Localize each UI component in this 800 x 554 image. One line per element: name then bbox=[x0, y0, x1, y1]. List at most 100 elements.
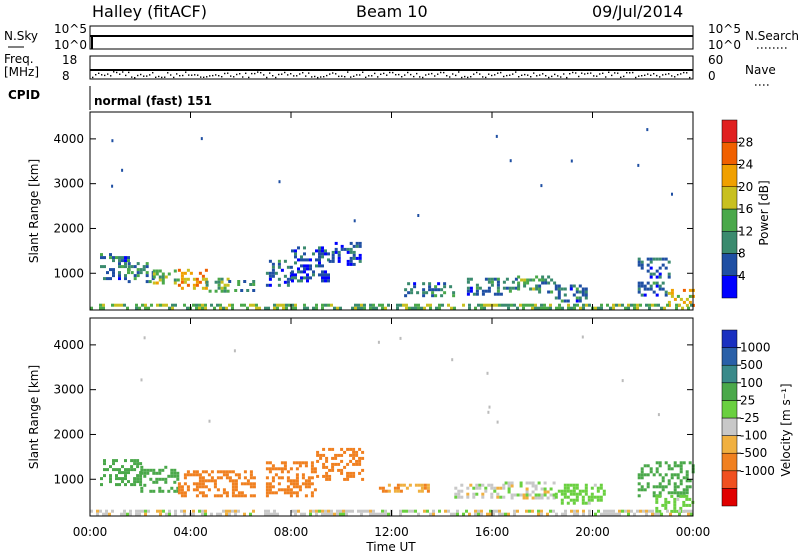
velocity-cell bbox=[685, 497, 689, 501]
velocity-cell bbox=[651, 509, 654, 513]
power-cell bbox=[291, 276, 294, 280]
velocity-cell bbox=[502, 486, 506, 490]
cpid-panel: CPID normal (fast) 151 bbox=[8, 86, 212, 110]
power-cell bbox=[109, 253, 112, 257]
power-cell bbox=[337, 256, 341, 260]
velocity-cell bbox=[560, 492, 564, 496]
velocity-cell bbox=[584, 483, 588, 487]
velocity-cell bbox=[161, 489, 165, 493]
power-cell bbox=[405, 306, 408, 310]
power-cell bbox=[637, 260, 641, 264]
velocity-cell bbox=[310, 461, 314, 465]
velocity-cell bbox=[578, 489, 582, 493]
nave-dot bbox=[602, 72, 604, 74]
velocity-cell bbox=[560, 489, 564, 493]
velocity-cell bbox=[667, 500, 671, 504]
velocity-cell bbox=[161, 468, 165, 472]
velocity-cell bbox=[606, 512, 609, 516]
velocity-cell bbox=[417, 489, 421, 493]
velocity-cell bbox=[664, 503, 668, 507]
power-cell bbox=[306, 264, 309, 268]
power-cell bbox=[541, 275, 545, 279]
power-cell bbox=[513, 303, 516, 307]
velocity-cell bbox=[366, 509, 369, 513]
nave-dot bbox=[329, 73, 331, 75]
velocity-cell bbox=[588, 509, 591, 513]
power-cell bbox=[268, 277, 272, 281]
power-cell bbox=[422, 294, 426, 298]
power-cell bbox=[450, 306, 453, 310]
nave-dot bbox=[530, 76, 532, 78]
power-cell bbox=[306, 306, 309, 310]
velocity-cell bbox=[640, 470, 644, 474]
velocity-cell bbox=[177, 488, 181, 492]
velocity-cell bbox=[103, 474, 106, 478]
nave-dot bbox=[536, 75, 538, 77]
velocity-cell bbox=[337, 462, 341, 466]
velocity-cell bbox=[645, 512, 648, 516]
power-cell bbox=[271, 271, 275, 275]
velocity-cell bbox=[304, 479, 308, 483]
velocity-cell bbox=[325, 477, 329, 481]
velocity-cell bbox=[492, 509, 495, 513]
power-cell bbox=[124, 277, 127, 281]
power-cell bbox=[509, 159, 512, 163]
velocity-cell bbox=[378, 512, 381, 516]
power-colorbar-tick-label: 4 bbox=[738, 269, 746, 283]
velocity-cell bbox=[152, 480, 156, 484]
velocity-cell bbox=[489, 509, 492, 513]
power-cell bbox=[283, 274, 287, 278]
velocity-cell bbox=[507, 481, 511, 485]
velocity-cell bbox=[487, 483, 491, 487]
nave-dots bbox=[92, 71, 691, 79]
velocity-cell bbox=[177, 482, 181, 486]
power-cell bbox=[492, 303, 495, 307]
velocity-cell bbox=[109, 480, 112, 484]
velocity-cell bbox=[183, 491, 187, 495]
power-cell bbox=[192, 277, 196, 281]
velocity-cell bbox=[552, 493, 556, 497]
velocity-cell bbox=[685, 494, 689, 498]
nave-dot bbox=[437, 73, 439, 75]
power-cell bbox=[429, 306, 432, 310]
velocity-cell bbox=[170, 471, 174, 475]
velocity-cell bbox=[682, 500, 686, 504]
velocity-cell bbox=[590, 498, 594, 502]
velocity-cell bbox=[207, 473, 211, 477]
power-cell bbox=[440, 294, 444, 298]
y-tick-label: 1000 bbox=[53, 472, 84, 486]
velocity-cell bbox=[135, 509, 138, 513]
velocity-cell bbox=[210, 479, 214, 483]
velocity-cell bbox=[655, 485, 659, 489]
velocity-cell bbox=[195, 494, 199, 498]
power-cell bbox=[547, 275, 551, 279]
power-cell bbox=[201, 306, 204, 310]
velocity-cell bbox=[231, 488, 235, 492]
power-cell bbox=[103, 277, 106, 281]
velocity-cell bbox=[331, 462, 335, 466]
velocity-cell bbox=[673, 461, 677, 465]
power-cell bbox=[666, 303, 669, 307]
velocity-cell bbox=[264, 509, 267, 513]
velocity-cell bbox=[276, 512, 279, 516]
nave-dot bbox=[308, 72, 310, 74]
nave-dot bbox=[341, 75, 343, 77]
velocity-cell bbox=[143, 468, 147, 472]
power-cell bbox=[176, 278, 180, 282]
power-cell bbox=[529, 278, 533, 282]
velocity-cell bbox=[180, 509, 183, 513]
velocity-cell bbox=[136, 459, 140, 463]
nave-dot bbox=[650, 74, 652, 76]
nave-dot bbox=[512, 73, 514, 75]
velocity-cell bbox=[228, 470, 232, 474]
nave-dot bbox=[626, 72, 628, 74]
velocity-cell bbox=[472, 492, 476, 496]
power-cell bbox=[358, 244, 362, 248]
nave-dot bbox=[647, 73, 649, 75]
velocity-cell bbox=[231, 509, 234, 513]
power-cell bbox=[315, 249, 318, 253]
velocity-cell bbox=[451, 358, 454, 362]
power-cell bbox=[294, 306, 297, 310]
velocity-cell bbox=[486, 371, 489, 375]
